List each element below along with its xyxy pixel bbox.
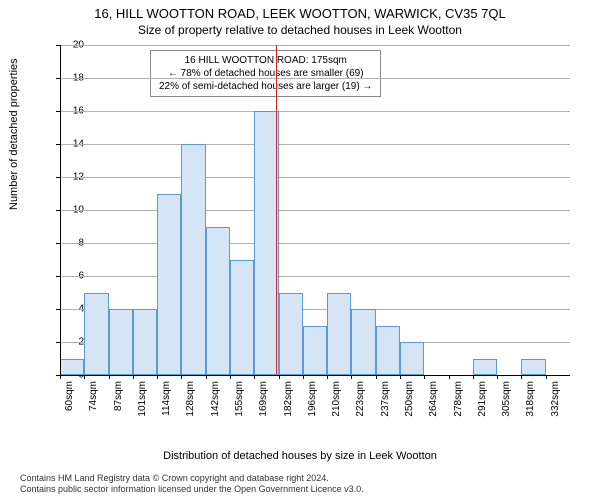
grid-line: [60, 144, 570, 145]
histogram-bar: [230, 260, 254, 376]
x-tick-label: 155sqm: [234, 381, 245, 425]
x-tick-label: 318sqm: [525, 381, 536, 425]
histogram-bar: [473, 359, 497, 376]
x-tick-label: 250sqm: [404, 381, 415, 425]
x-axis-label: Distribution of detached houses by size …: [0, 450, 600, 462]
chart-title: 16, HILL WOOTTON ROAD, LEEK WOOTTON, WAR…: [0, 0, 600, 21]
x-tick-label: 223sqm: [355, 381, 366, 425]
grid-line: [60, 243, 570, 244]
x-tick-label: 169sqm: [258, 381, 269, 425]
histogram-bar: [376, 326, 400, 376]
x-tick-label: 237sqm: [380, 381, 391, 425]
histogram-bar: [521, 359, 545, 376]
histogram-bar: [133, 309, 157, 375]
x-tick-label: 264sqm: [428, 381, 439, 425]
x-tick-label: 114sqm: [161, 381, 172, 425]
grid-line: [60, 45, 570, 46]
y-axis-label: Number of detached properties: [8, 58, 20, 210]
x-tick-label: 305sqm: [501, 381, 512, 425]
x-tick-label: 332sqm: [550, 381, 561, 425]
histogram-bar: [206, 227, 230, 376]
chart-container: { "title": "16, HILL WOOTTON ROAD, LEEK …: [0, 0, 600, 500]
x-tick-label: 291sqm: [477, 381, 488, 425]
x-tick-label: 101sqm: [137, 381, 148, 425]
grid-line: [60, 111, 570, 112]
x-tick-label: 210sqm: [331, 381, 342, 425]
attribution-line-1: Contains HM Land Registry data © Crown c…: [20, 473, 364, 485]
histogram-bar: [181, 144, 205, 375]
x-tick-label: 278sqm: [453, 381, 464, 425]
histogram-bar: [109, 309, 133, 375]
attribution: Contains HM Land Registry data © Crown c…: [20, 473, 364, 496]
histogram-bar: [351, 309, 375, 375]
x-tick-label: 60sqm: [64, 381, 75, 425]
grid-line: [60, 276, 570, 277]
histogram-bar: [400, 342, 424, 375]
x-tick-label: 142sqm: [210, 381, 221, 425]
x-axis-line: [60, 375, 570, 376]
grid-line: [60, 78, 570, 79]
x-tick-label: 182sqm: [283, 381, 294, 425]
attribution-line-2: Contains public sector information licen…: [20, 484, 364, 496]
histogram-bar: [303, 326, 327, 376]
x-tick-label: 196sqm: [307, 381, 318, 425]
histogram-bar: [279, 293, 303, 376]
histogram-bar: [157, 194, 181, 376]
x-tick-label: 74sqm: [88, 381, 99, 425]
histogram-bar: [60, 359, 84, 376]
chart-subtitle: Size of property relative to detached ho…: [0, 21, 600, 37]
x-tick-label: 128sqm: [185, 381, 196, 425]
plot-area: [60, 45, 570, 375]
histogram-bar: [327, 293, 351, 376]
grid-line: [60, 177, 570, 178]
grid-line: [60, 210, 570, 211]
histogram-bar: [84, 293, 108, 376]
y-axis-line: [60, 45, 61, 375]
reference-line: [276, 45, 277, 375]
x-tick-label: 87sqm: [113, 381, 124, 425]
